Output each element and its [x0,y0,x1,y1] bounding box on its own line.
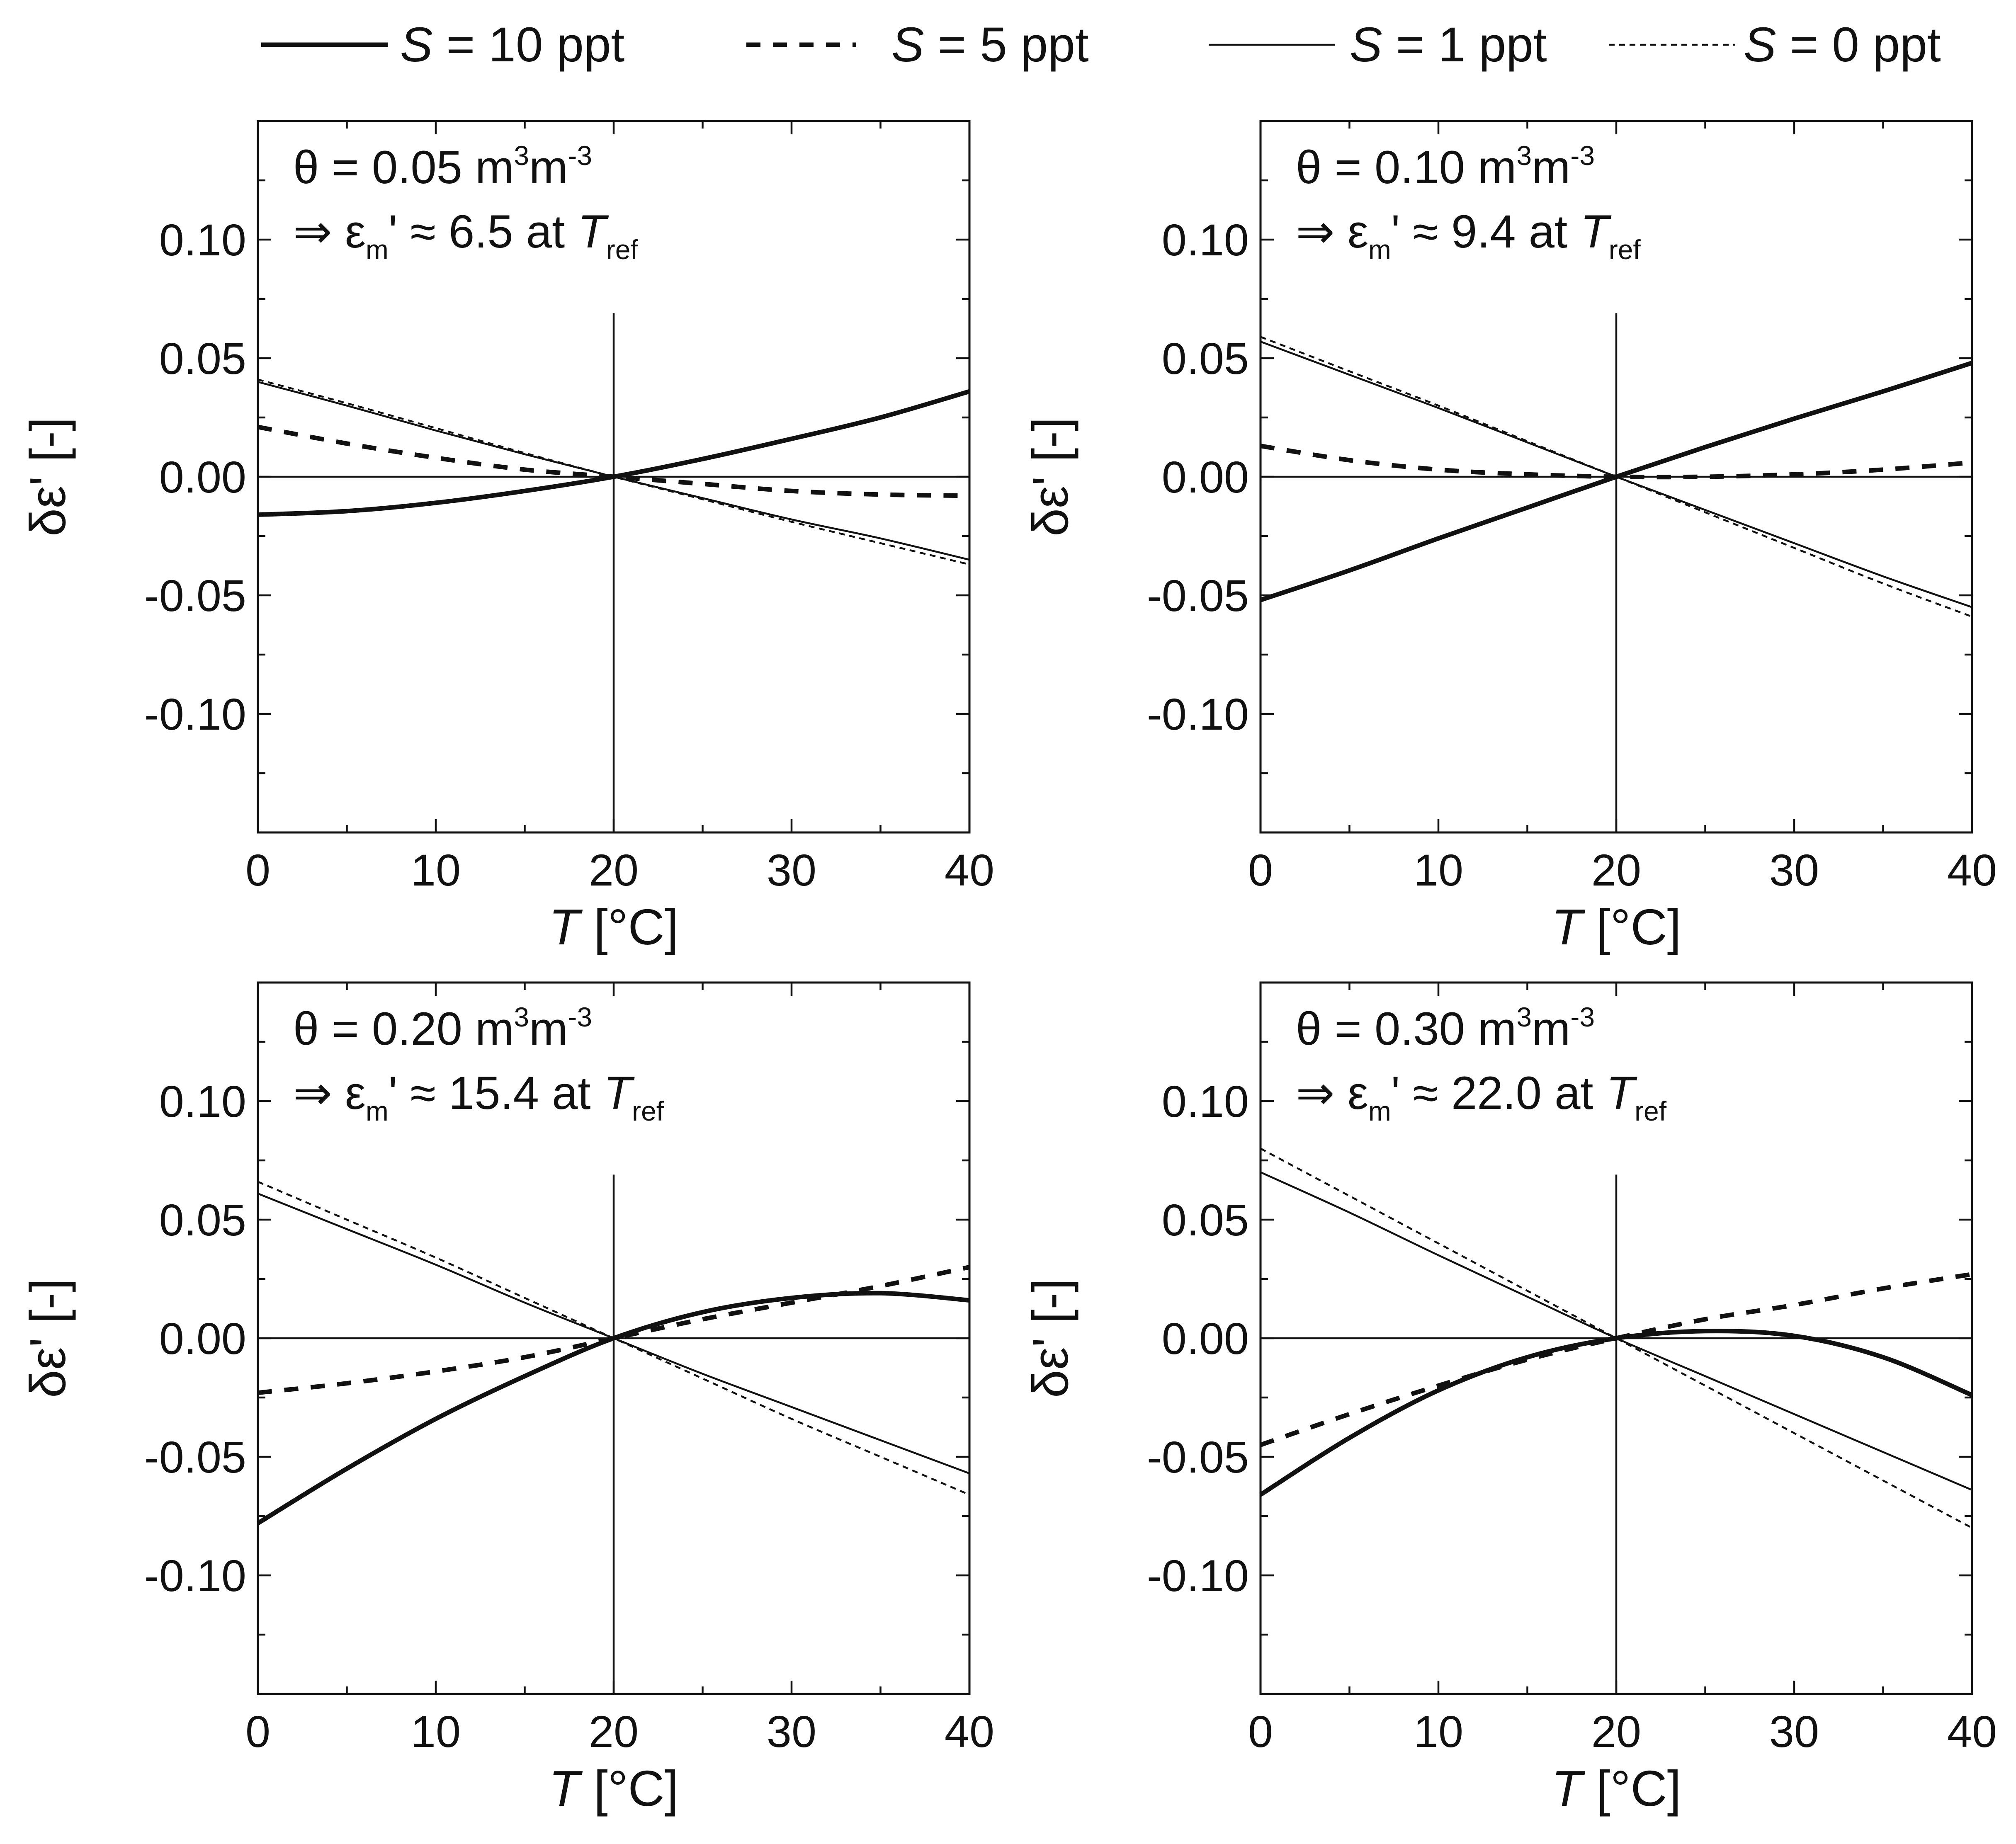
legend-entry: S = 10 ppt [261,17,624,72]
x-tick-label: 40 [1947,845,1997,895]
y-tick-label: -0.10 [144,1550,246,1601]
legend-label: S = 0 ppt [1744,17,1941,72]
series-line [257,1265,970,1395]
series-line [257,379,970,565]
y-tick-label: 0.10 [1162,215,1249,265]
x-tick-label: 30 [767,1706,816,1757]
y-axis-title-text: δε' [-] [1022,1279,1078,1398]
x-axis-title: T [°C] [1551,899,1681,955]
series-line [1260,336,1972,618]
legend-label: S = 5 ppt [891,17,1089,72]
x-tick-label: 30 [1769,1706,1819,1757]
y-tick-label: 0.00 [1162,452,1249,502]
chart-panel-top-left: 0 10 20 30 40 0.10 0.05 0.00 -0.05 -0.10 T [°C] δε'… [19,120,994,955]
x-tick-label: 20 [1591,1706,1641,1757]
x-tick-label: 40 [945,845,994,895]
y-tick-label: -0.10 [1147,1550,1249,1601]
x-tick-label: 10 [411,845,461,895]
y-tick-label: -0.10 [144,689,246,739]
y-axis-title: δε' [-] [19,417,76,536]
legend-entry: S = 0 ppt [1609,17,1941,72]
series-line [257,381,970,561]
annotation-permittivity: ⇒ εm' ≈ 6.5 at Tref [293,206,638,265]
legend-label: S = 1 ppt [1350,17,1547,72]
series-line [1260,1171,1972,1491]
legend-entry: S = 5 ppt [746,17,1089,72]
x-tick-label: 40 [1947,1706,1997,1757]
x-tick-label: 10 [411,1706,461,1757]
series-line [257,425,970,498]
x-tick-label: 30 [767,845,816,895]
x-axis-title: T [°C] [549,899,678,955]
annotation-theta: θ = 0.10 m3m-3 [1296,140,1595,193]
annotation-theta: θ = 0.30 m3m-3 [1296,1002,1595,1055]
x-tick-label: 20 [589,1706,639,1757]
y-axis-title: δε' [-] [1022,417,1078,536]
x-tick-label: 10 [1414,1706,1463,1757]
annotation-permittivity: ⇒ εm' ≈ 9.4 at Tref [1296,206,1641,265]
x-tick-label: 20 [1591,845,1641,895]
x-axis-title: T [°C] [1551,1760,1681,1817]
y-axis-title-text: δε' [-] [1022,417,1078,536]
x-tick-label: 30 [1769,845,1819,895]
legend-label: S = 10 ppt [400,17,624,72]
legend: S = 10 ppt S = 5 ppt S = 1 ppt S = 0 ppt [261,17,1941,72]
x-tick-label: 0 [245,845,270,895]
legend-entry: S = 1 ppt [1209,17,1547,72]
y-axis-title: δε' [-] [1022,1279,1078,1398]
y-tick-label: 0.00 [159,1313,246,1364]
y-tick-label: 0.10 [159,215,246,265]
y-tick-label: 0.00 [1162,1313,1249,1364]
y-tick-label: -0.05 [144,1432,246,1482]
x-tick-label: 0 [1248,1706,1273,1757]
x-tick-label: 20 [589,845,639,895]
y-tick-label: -0.05 [144,570,246,621]
y-tick-label: 0.05 [1162,333,1249,383]
x-tick-label: 40 [945,1706,994,1757]
x-tick-label: 0 [245,1706,270,1757]
y-tick-label: 0.05 [159,1195,246,1245]
y-tick-label: -0.10 [1147,689,1249,739]
y-axis-title-text: δε' [-] [19,1279,76,1398]
y-axis-title: δε' [-] [19,1279,76,1398]
x-tick-label: 0 [1248,845,1273,895]
y-tick-label: 0.05 [159,333,246,383]
annotation-theta: θ = 0.05 m3m-3 [293,140,592,193]
annotation-permittivity: ⇒ εm' ≈ 22.0 at Tref [1296,1067,1667,1126]
y-tick-label: 0.00 [159,452,246,502]
x-tick-label: 10 [1414,845,1463,895]
chart-panel-bottom-right: 0 10 20 30 40 0.10 0.05 0.00 -0.05 -0.10 T [°C] δε'… [1022,981,1997,1817]
y-tick-label: 0.10 [1162,1076,1249,1126]
panels: 0 10 20 30 40 0.10 0.05 0.00 -0.05 -0.10 T [°C] δε'… [19,120,1997,1817]
chart-panel-bottom-left: 0 10 20 30 40 0.10 0.05 0.00 -0.05 -0.10 T [°C] δε'… [19,981,994,1817]
x-axis-title: T [°C] [549,1760,678,1817]
y-tick-label: 0.05 [1162,1195,1249,1245]
y-tick-label: 0.10 [159,1076,246,1126]
y-tick-label: -0.05 [1147,1432,1249,1482]
y-tick-label: -0.05 [1147,570,1249,621]
y-axis-title-text: δε' [-] [19,417,76,536]
annotation-permittivity: ⇒ εm' ≈ 15.4 at Tref [293,1067,664,1126]
series-line [1260,340,1972,608]
annotation-theta: θ = 0.20 m3m-3 [293,1002,592,1055]
series-line [1260,1148,1973,1529]
series-line [257,1181,970,1496]
chart-panel-top-right: 0 10 20 30 40 0.10 0.05 0.00 -0.05 -0.10 T [°C] δε'… [1022,120,1997,955]
